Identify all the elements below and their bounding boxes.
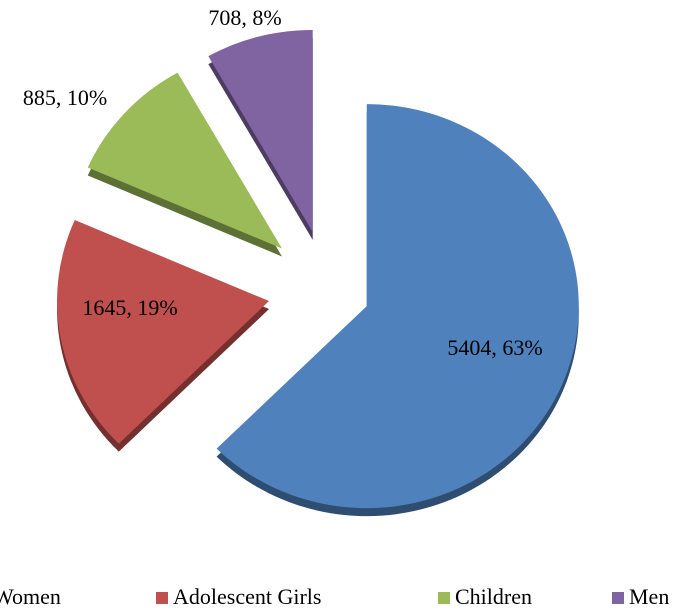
data-label: 1645, 19%	[82, 295, 177, 320]
legend-marker	[438, 592, 450, 604]
legend-marker	[612, 592, 624, 604]
slice	[57, 220, 270, 444]
data-label: 5404, 63%	[447, 335, 542, 360]
data-label: 885, 10%	[23, 85, 107, 110]
data-label: 708, 8%	[208, 5, 281, 30]
legend-label: Men	[629, 584, 669, 609]
legend-label: Adolescent Girls	[173, 584, 321, 609]
legend-label: Women	[0, 584, 61, 609]
slice	[208, 29, 313, 232]
slice	[87, 72, 282, 249]
legend-label: Children	[455, 584, 532, 609]
legend-marker	[156, 592, 168, 604]
slice	[216, 104, 579, 509]
